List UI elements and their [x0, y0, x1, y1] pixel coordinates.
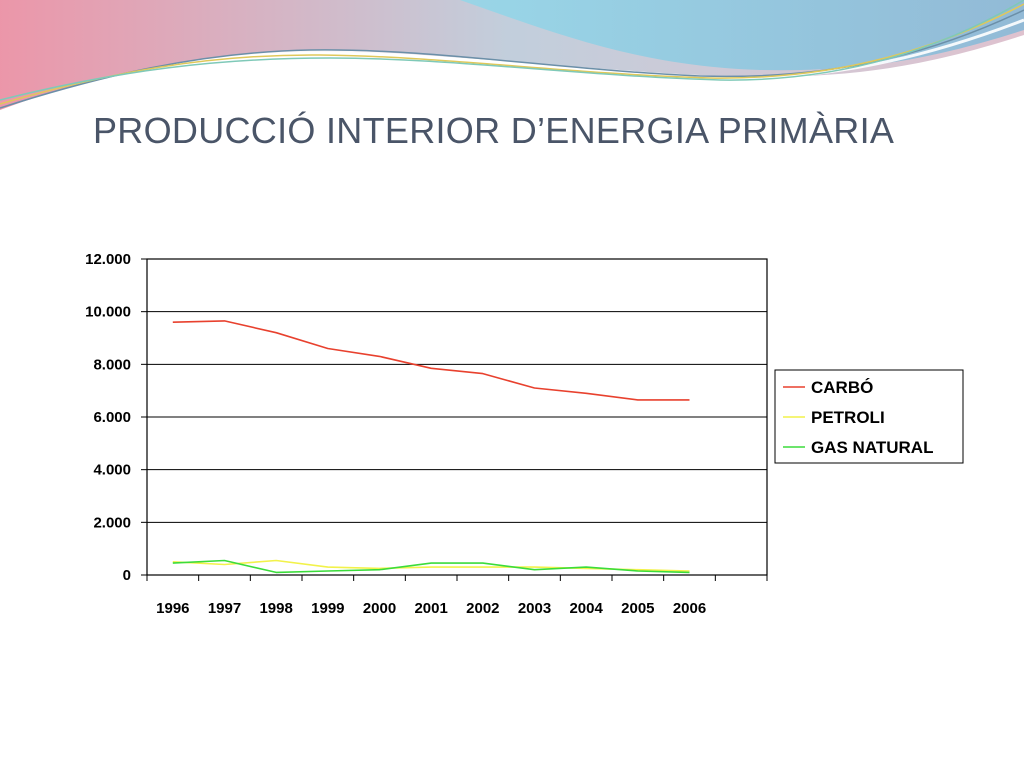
x-tick-label: 2004 [569, 600, 603, 617]
page-title: PRODUCCIÓ INTERIOR D’ENERGIA PRIMÀRIA [93, 110, 895, 151]
x-tick-label: 2006 [673, 600, 706, 617]
legend-entry: GAS NATURAL [811, 438, 933, 457]
legend: CARBÓ PETROLI GAS NATURAL [774, 369, 964, 464]
x-tick-label: 1997 [208, 600, 241, 617]
x-tick-label: 2002 [466, 600, 499, 617]
x-tick-label: 2005 [621, 600, 654, 617]
series-lines [172, 320, 690, 574]
y-tick-label: 6.000 [93, 409, 131, 426]
y-tick-label: 10.000 [85, 304, 131, 321]
grid-lines [147, 258, 767, 576]
axes: 0 2.000 4.000 6.000 8.000 10.000 12.000 1996 199… [85, 251, 768, 617]
y-tick-label: 4.000 [93, 462, 131, 479]
x-tick-label: 1998 [259, 600, 292, 617]
x-tick-label: 2003 [518, 600, 551, 617]
y-tick-label: 0 [123, 567, 131, 584]
x-tick-label: 1999 [311, 600, 344, 617]
legend-box [774, 369, 964, 464]
series-line-carbó [172, 320, 690, 401]
decorative-wave-header [0, 0, 1024, 114]
x-tick-label: 2000 [363, 600, 396, 617]
legend-entry: PETROLI [811, 408, 885, 427]
y-tick-label: 12.000 [85, 251, 131, 268]
y-tick-label: 2.000 [93, 514, 131, 531]
x-tick-label: 2001 [414, 600, 447, 617]
x-tick-label: 1996 [156, 600, 189, 617]
series-line-gas-natural [172, 559, 690, 574]
y-tick-label: 8.000 [93, 356, 131, 373]
legend-entry: CARBÓ [811, 378, 873, 397]
